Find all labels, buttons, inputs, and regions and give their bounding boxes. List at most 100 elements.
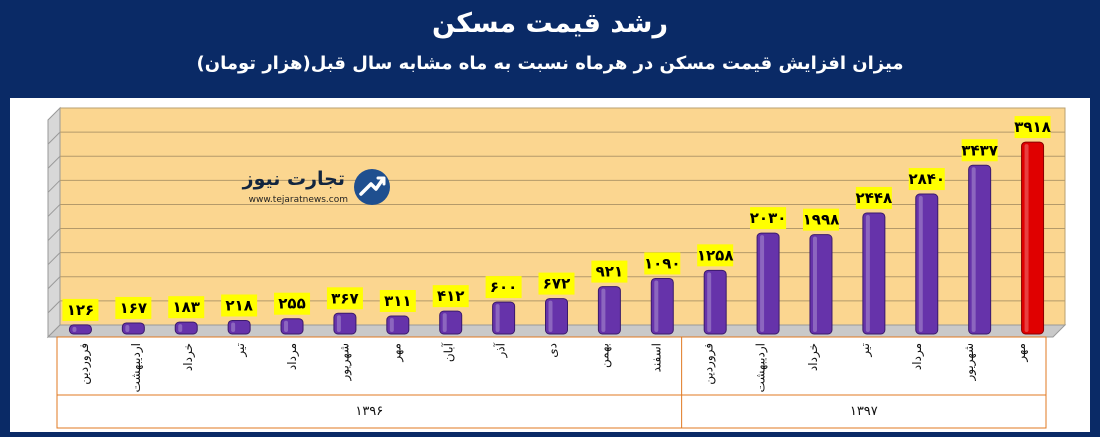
data-label-box	[697, 244, 734, 267]
data-label: ۱۰۹۰	[644, 254, 681, 272]
bar	[1021, 141, 1045, 335]
data-label-box	[62, 298, 99, 321]
bar	[333, 312, 357, 335]
bar-highlight	[918, 196, 923, 332]
bar-highlight	[125, 324, 130, 332]
data-label-box	[802, 208, 839, 231]
category-label: اردیبهشت	[129, 343, 144, 392]
logo-website: www.tejaratnews.com	[248, 195, 348, 205]
bar	[439, 310, 463, 335]
bar	[650, 277, 674, 335]
data-label-box	[432, 285, 469, 308]
data-label-box	[115, 296, 152, 319]
bar	[597, 286, 621, 335]
data-label-box	[538, 272, 575, 295]
category-label: فروردین	[77, 343, 92, 385]
category-label: تیر	[233, 343, 248, 358]
category-label: اردیبهشت	[754, 343, 769, 392]
category-label: آبان	[440, 342, 455, 362]
data-label-box	[221, 294, 258, 317]
data-label-box	[326, 287, 363, 310]
category-label: فروردین	[702, 343, 717, 385]
bar-chart: ۱۲۶ ۱۶۷ ۱۸۳ ۲۱۸ ۲۵۵ ۳۶۷ ۳۱۱ ۴۱۲ ۶۰۰ ۶۷۲ ۹۲۱ ۱۰۹۰ ۱۲۵…	[46, 106, 1067, 429]
bar	[174, 321, 198, 335]
bar	[862, 212, 886, 335]
category-label: خرداد	[181, 343, 196, 371]
bar-highlight	[971, 167, 976, 332]
data-label: ۳۶۷	[331, 289, 358, 307]
gridline-side	[47, 204, 61, 217]
gridline-side	[47, 179, 61, 193]
data-label-box	[379, 290, 416, 313]
data-label-box	[168, 296, 205, 319]
data-label: ۲۴۴۸	[856, 189, 893, 207]
category-label: بهمن	[598, 343, 613, 368]
group-label: ۱۳۹۷	[850, 404, 878, 419]
bar	[703, 269, 727, 335]
category-label: شهریور	[962, 343, 977, 382]
bar-highlight	[284, 320, 289, 332]
gridline-side	[47, 155, 61, 169]
bar	[68, 324, 92, 335]
data-label: ۱۸۳	[173, 298, 200, 316]
gridline-side	[47, 228, 61, 241]
data-label: ۹۲۱	[596, 263, 623, 281]
bar	[809, 234, 833, 335]
category-label: دی	[546, 343, 560, 358]
bar	[492, 301, 516, 335]
data-label: ۲۸۴۰	[908, 170, 945, 188]
gridline-side	[47, 252, 61, 266]
gridline-side	[47, 131, 61, 145]
gridline-side	[47, 276, 61, 290]
data-label: ۱۶۷	[120, 299, 147, 317]
category-axis-box	[56, 336, 1047, 429]
data-label-box	[274, 292, 311, 315]
logo-emblem-icon	[354, 169, 390, 205]
bar	[915, 193, 939, 335]
data-label: ۶۷۲	[543, 275, 570, 293]
data-label-box	[644, 252, 681, 275]
data-label-box	[961, 139, 998, 162]
bar-highlight	[495, 304, 500, 332]
bar	[756, 232, 780, 335]
tejarat-news-logo: تجارت نیوز www.tejaratnews.com	[210, 165, 395, 215]
bar-highlight	[389, 318, 394, 332]
bar	[121, 322, 145, 335]
logo-wordmark: تجارت نیوز	[242, 168, 345, 190]
bar	[968, 164, 992, 335]
bar-highlight	[72, 326, 77, 332]
category-label: اسفند	[650, 343, 664, 372]
bar-highlight	[548, 300, 553, 332]
category-label: مرداد	[285, 343, 300, 370]
category-label: مرداد	[910, 343, 925, 370]
bar-highlight	[336, 315, 341, 332]
bar-highlight	[601, 288, 606, 332]
bar-highlight	[707, 272, 712, 332]
data-label: ۳۴۳۷	[961, 141, 998, 159]
gridline-side	[47, 300, 61, 314]
data-label-box	[485, 276, 522, 299]
group-label: ۱۳۹۶	[355, 404, 383, 419]
data-label: ۳۹۱۸	[1014, 118, 1051, 136]
bar-highlight	[1024, 144, 1029, 332]
bar-highlight	[442, 313, 447, 332]
chart-panel: ۱۲۶ ۱۶۷ ۱۸۳ ۲۱۸ ۲۵۵ ۳۶۷ ۳۱۱ ۴۱۲ ۶۰۰ ۶۷۲ ۹۲۱ ۱۰۹۰ ۱۲۵…	[10, 98, 1090, 432]
chart-subtitle: میزان افزایش قیمت مسکن در هرماه نسبت به …	[196, 53, 904, 74]
bar-highlight	[812, 236, 817, 332]
data-label: ۴۱۲	[437, 287, 464, 305]
bar	[280, 318, 304, 335]
category-label: تیر	[858, 343, 873, 358]
chart-title: رشد قیمت مسکن	[431, 8, 669, 39]
bar-highlight	[178, 324, 183, 332]
category-label: خرداد	[806, 343, 821, 371]
data-label: ۶۰۰	[490, 278, 517, 296]
bar-highlight	[654, 280, 659, 332]
data-label: ۱۹۹۸	[803, 211, 840, 229]
data-label: ۱۲۵۸	[697, 246, 734, 264]
bar-highlight	[865, 214, 870, 332]
data-label: ۲۱۸	[225, 296, 252, 314]
category-label: آذر	[492, 342, 508, 358]
data-label: ۲۰۳۰	[750, 209, 787, 227]
data-label-box	[750, 207, 787, 230]
bar	[227, 319, 251, 335]
